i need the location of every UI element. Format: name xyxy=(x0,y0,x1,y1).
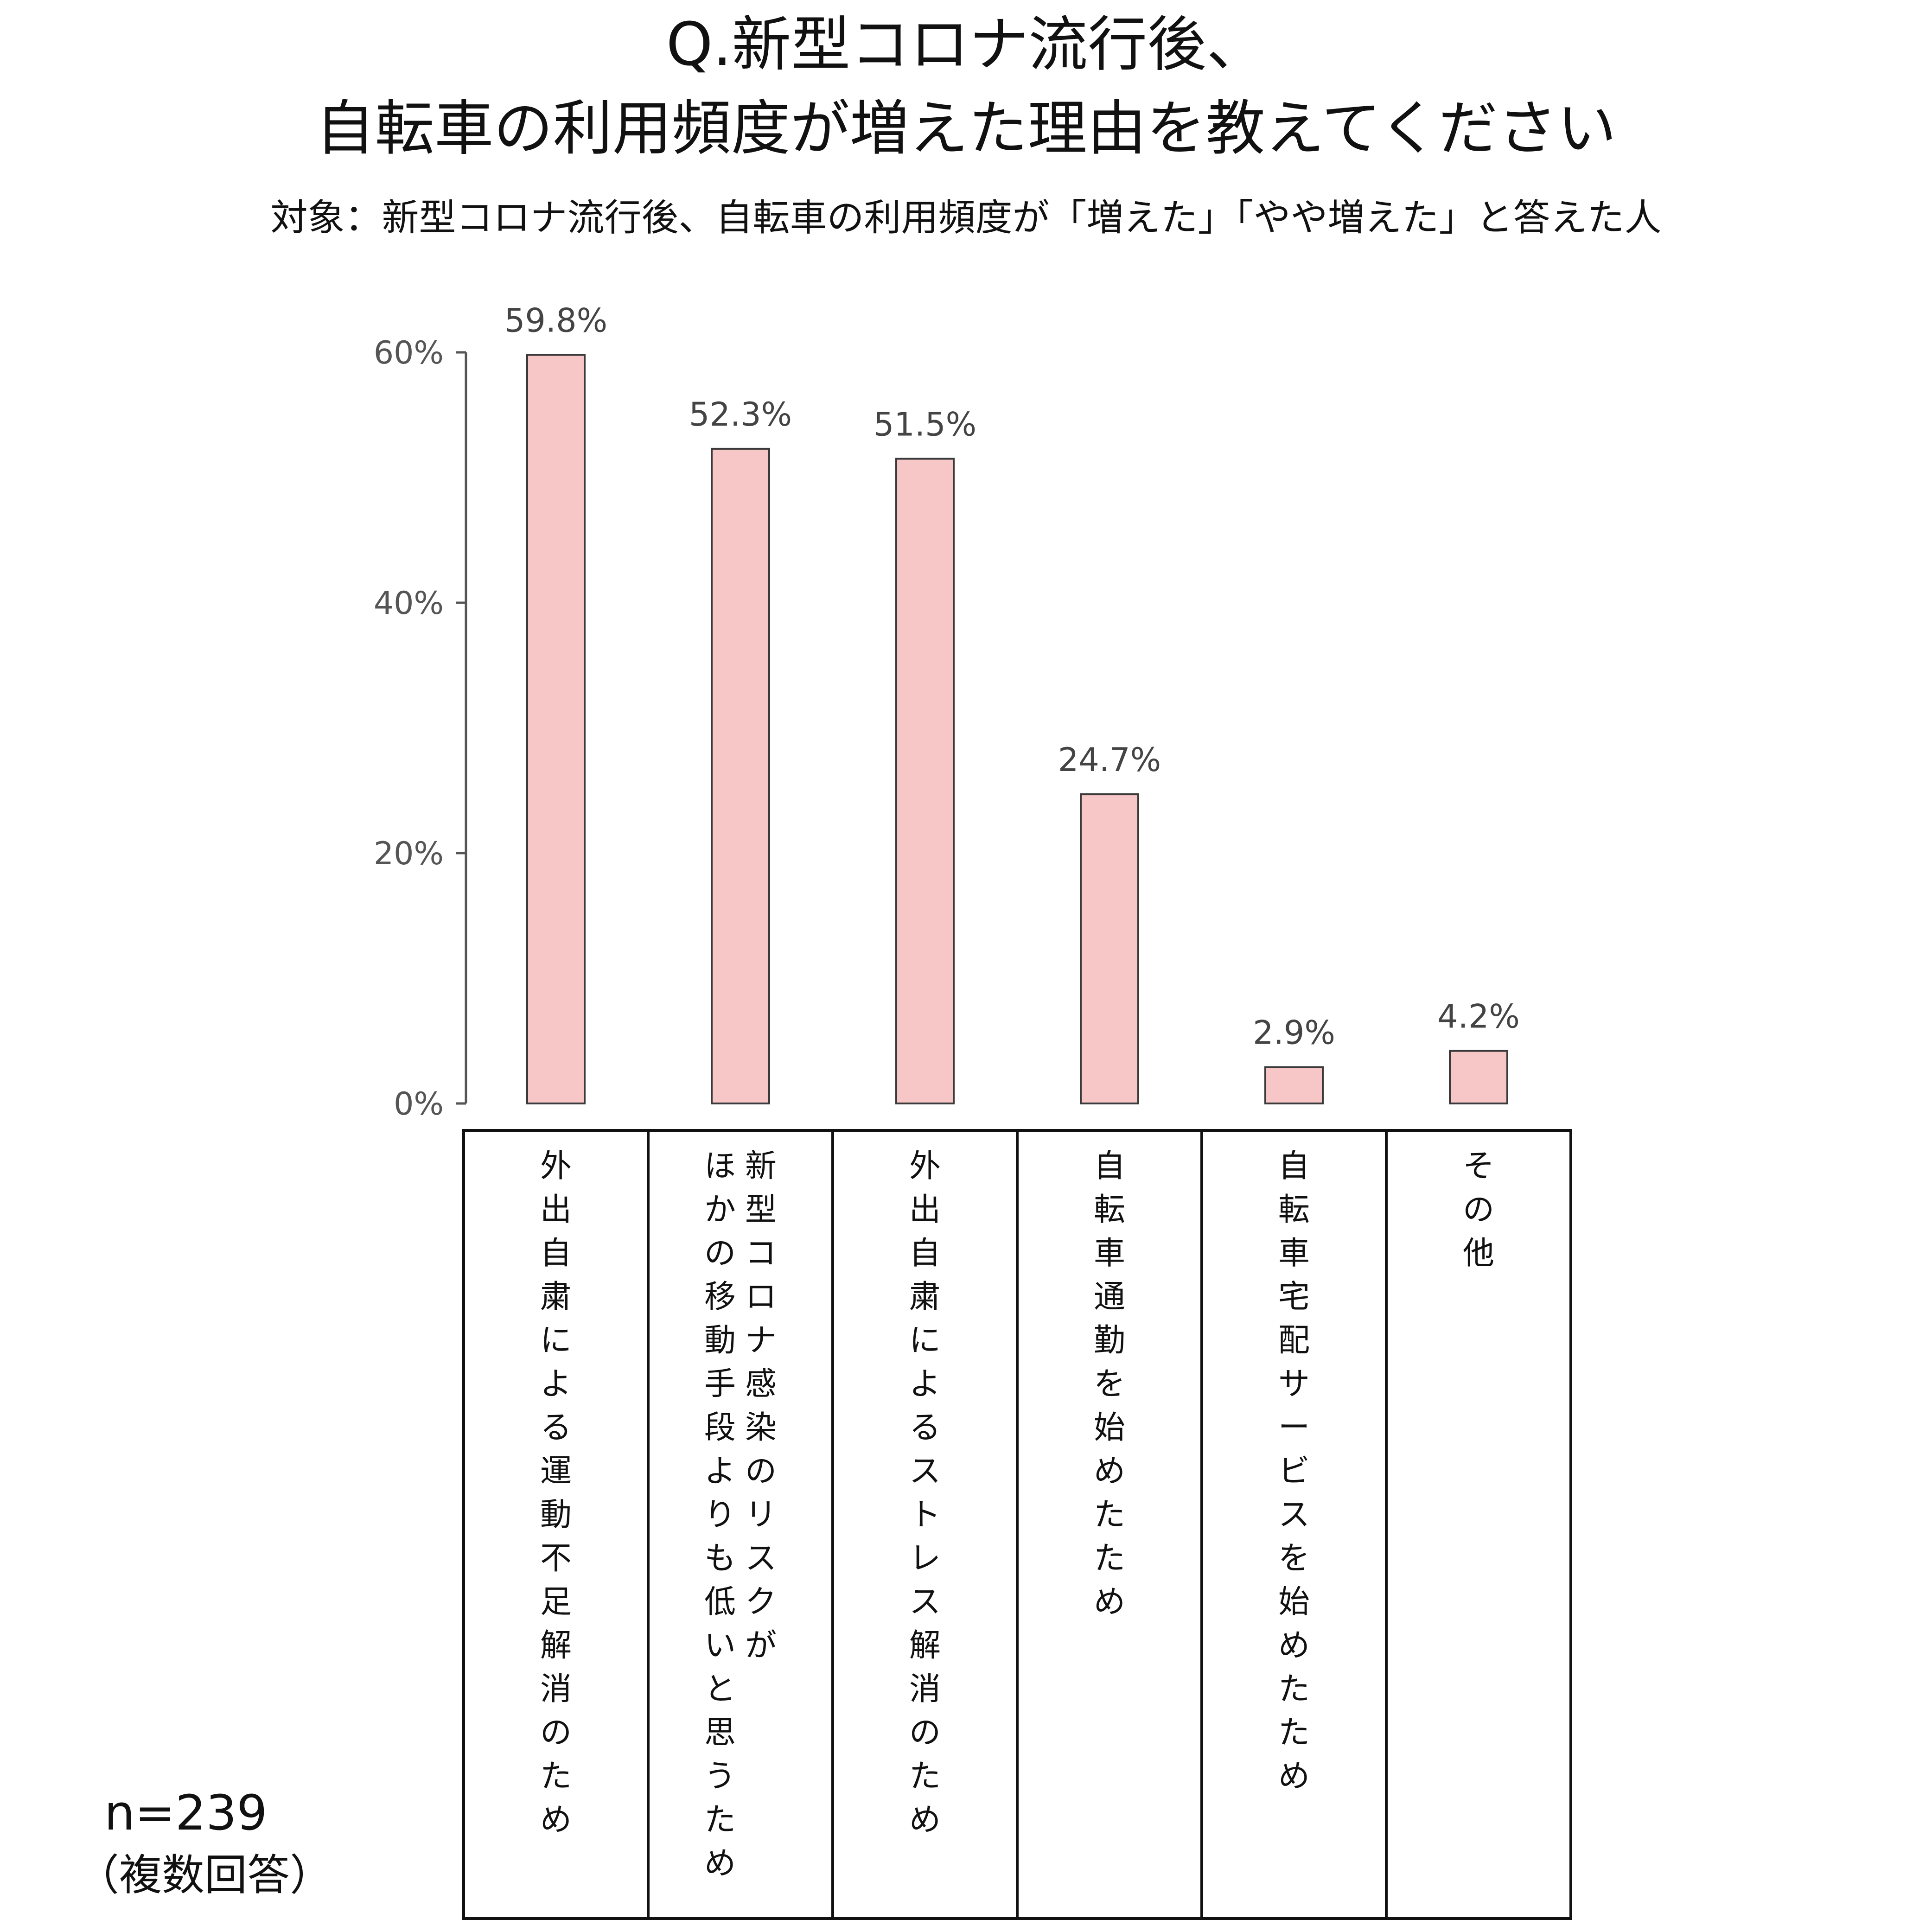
y-tick-label: 60% xyxy=(374,335,444,371)
bar xyxy=(711,447,770,1104)
y-tick-label: 0% xyxy=(394,1086,444,1122)
multiple-answer-note: （複数回答） xyxy=(77,1850,333,1900)
y-axis: 0% 20% 40% 60% xyxy=(374,335,467,1122)
category-label-column: その他 xyxy=(1463,1148,1494,1272)
bar xyxy=(526,354,586,1104)
category-label: 自転車通勤を始めたため xyxy=(1094,1148,1125,1620)
value-label: 4.2% xyxy=(1437,998,1520,1036)
category-label: 自転車宅配サービスを始めたため xyxy=(1278,1148,1310,1795)
category-label-column: 外出自粛によるストレス解消のため xyxy=(909,1148,941,1838)
value-label: 51.5% xyxy=(874,406,976,444)
y-tick-label: 40% xyxy=(374,585,444,622)
bars xyxy=(526,354,1508,1105)
y-tick-label: 20% xyxy=(374,835,444,872)
chart-subtitle: 対象：新型コロナ流行後、自転車の利用頻度が「増えた」「やや増えた」と答えた人 xyxy=(270,196,1662,239)
sample-size-note: n=239 xyxy=(104,1785,268,1841)
category-label-column: 自転車宅配サービスを始めたため xyxy=(1278,1148,1310,1795)
category-label-column: 外出自粛による運動不足解消のため xyxy=(540,1148,572,1838)
chart-title-line-2: 自転車の利用頻度が増えた理由を教えてください xyxy=(315,94,1617,163)
bar xyxy=(1449,1050,1508,1105)
category-label-column: 新型コロナ感染のリスクが xyxy=(745,1148,777,1664)
bar xyxy=(1264,1066,1324,1104)
value-labels: 59.8% 52.3% 51.5% 24.7% 2.9% 4.2% xyxy=(504,301,1520,1052)
category-label-column: ほかの移動手段よりも低いと思うため xyxy=(704,1148,736,1882)
category-label-table: 外出自粛による運動不足解消のため 新型コロナ感染のリスクがほかの移動手段よりも低い… xyxy=(462,1129,1572,1920)
value-label: 24.7% xyxy=(1058,741,1161,779)
category-label: その他 xyxy=(1463,1148,1494,1272)
value-label: 59.8% xyxy=(504,301,607,339)
value-label: 2.9% xyxy=(1253,1014,1335,1052)
category-label: 外出自粛によるストレス解消のため xyxy=(909,1148,941,1838)
value-label: 52.3% xyxy=(689,395,792,434)
bar xyxy=(1080,793,1139,1104)
category-label-column: 自転車通勤を始めたため xyxy=(1094,1148,1125,1620)
category-label: 外出自粛による運動不足解消のため xyxy=(540,1148,572,1838)
chart-title-line-1: Q.新型コロナ流行後、 xyxy=(666,10,1266,79)
chart-header: Q.新型コロナ流行後、 自転車の利用頻度が増えた理由を教えてください 対象：新型… xyxy=(0,0,1932,260)
bar xyxy=(895,458,955,1104)
